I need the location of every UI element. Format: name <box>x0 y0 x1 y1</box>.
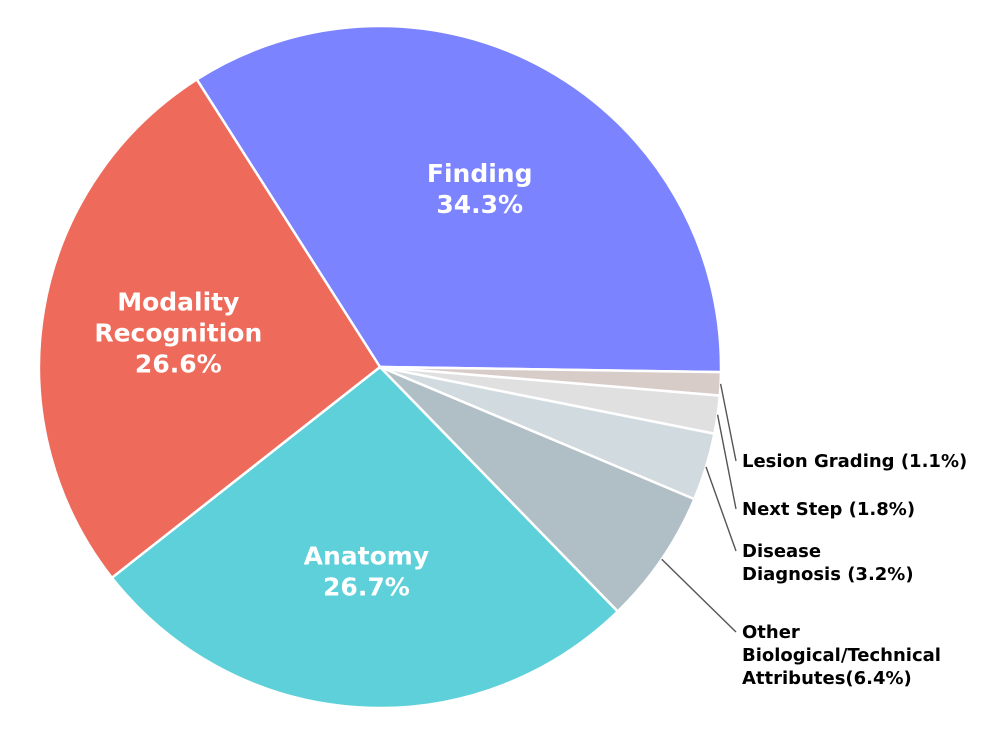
slice-label-line: 34.3% <box>436 190 523 219</box>
leader-line-disease-diagnosis <box>705 466 737 552</box>
leader-line-lesion-grading <box>719 383 737 462</box>
slice-labels: Finding 34.3% Lesion Grading (1.1%) Next St… <box>94 159 967 689</box>
slice-label-line: Biological/Technical <box>742 645 941 666</box>
pie-slice-finding <box>195 24 723 374</box>
slice-label-line: Attributes(6.4%) <box>742 668 912 689</box>
slice-label-line: Lesion Grading (1.1%) <box>742 451 967 472</box>
pie-slices <box>37 24 723 710</box>
leader-line-other-biological-technical-attributes <box>661 558 737 633</box>
slice-label-line: Other <box>742 622 800 643</box>
slice-label-disease-diagnosis: Disease Diagnosis (3.2%) <box>742 541 914 585</box>
pie-slice-other-biological-technical-attributes <box>378 365 696 613</box>
slice-label-line: Disease <box>742 541 821 562</box>
leader-lines <box>661 383 737 633</box>
slice-label-line: Next Step (1.8%) <box>742 499 915 520</box>
slice-label-line: Recognition <box>94 319 262 348</box>
pie-slice-anatomy <box>110 365 619 710</box>
slice-label-modality-recognition: Modality Recognition 26.6% <box>94 288 262 379</box>
slice-label-line: 26.6% <box>135 350 222 379</box>
slice-label-finding: Finding 34.3% <box>427 159 533 219</box>
slice-label-line: Modality <box>117 288 239 317</box>
slice-label-line: Diagnosis (3.2%) <box>742 564 914 585</box>
slice-label-line: Finding <box>427 159 533 188</box>
slice-label-other-biological-technical-attributes: Other Biological/Technical Attributes(6.4%… <box>742 622 941 689</box>
leader-line-next-step <box>716 414 737 510</box>
slice-label-lesion-grading: Lesion Grading (1.1%) <box>742 451 967 472</box>
slice-label-line: Anatomy <box>304 542 430 571</box>
slice-label-next-step: Next Step (1.8%) <box>742 499 915 520</box>
pie-slice-modality-recognition <box>37 78 382 579</box>
slice-label-anatomy: Anatomy 26.7% <box>304 542 430 602</box>
slice-label-line: 26.7% <box>323 573 410 602</box>
